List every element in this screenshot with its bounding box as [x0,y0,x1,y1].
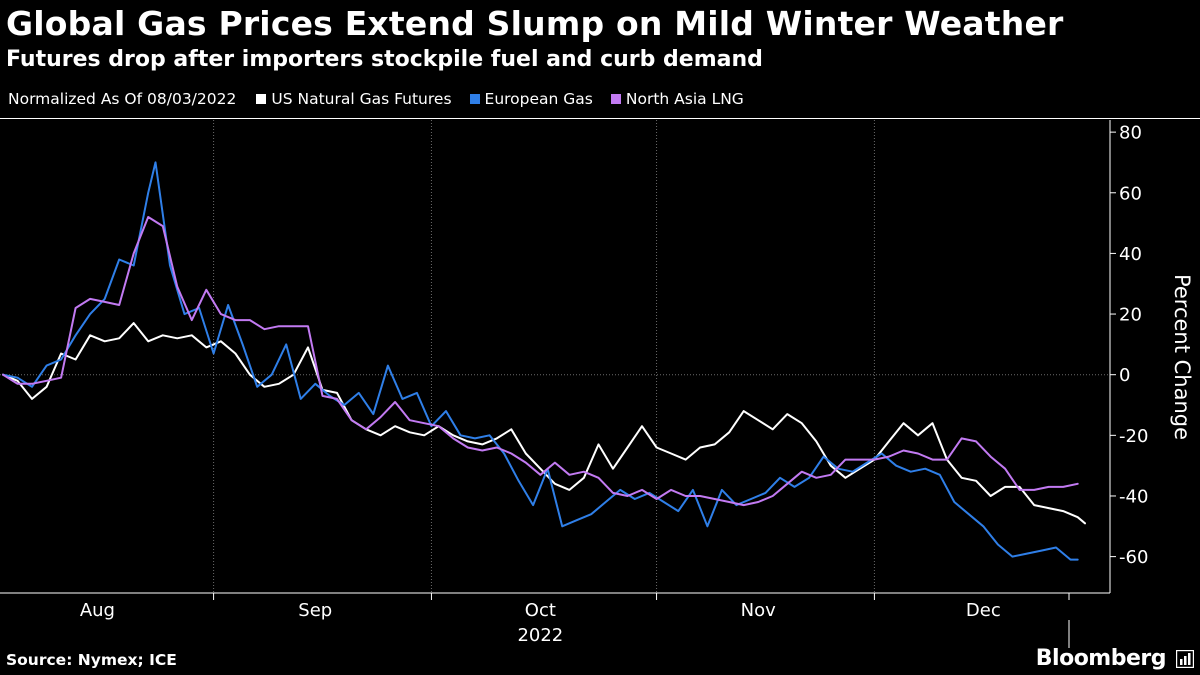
normalization-note: Normalized As Of 08/03/2022 [8,90,237,108]
y-axis-label: Percent Change [1170,274,1194,440]
x-tick-label-dec: Dec [966,600,1001,621]
header-divider [0,118,1200,119]
y-tick-label-3: 20 [1119,305,1142,326]
legend-label-north-asia-lng: North Asia LNG [625,90,744,108]
axis-layer: 80 60 40 20 0 -20 -40 -60 [0,120,1148,648]
y-tick-label-1: 60 [1119,183,1142,204]
series-line-european-gas [2,161,1079,561]
y-tick-label-0: 80 [1119,123,1142,144]
brand-logo: Bloomberg [1035,646,1167,671]
series-line-us-natural-gas-futures [2,322,1086,525]
y-tick-label-7: -60 [1119,547,1148,568]
y-tick-label-2: 40 [1119,244,1142,265]
chart-subtitle: Futures drop after importers stockpile f… [6,47,763,72]
legend-item-european-gas: European Gas [469,90,593,108]
bloomberg-terminal-icon [1176,650,1194,668]
legend-label-european-gas: European Gas [484,90,593,108]
y-tick-label-6: -40 [1119,486,1148,507]
legend-item-north-asia-lng: North Asia LNG [610,90,744,108]
x-tick-label-sep: Sep [298,600,332,621]
legend-swatch-north-asia-lng [610,94,621,104]
legend: Normalized As Of 08/03/2022 US Natural G… [8,90,762,108]
x-tick-label-oct: Oct [525,600,556,621]
series-line-north-asia-lng [2,216,1079,507]
label-layer: Aug Sep Oct Nov Dec 2022 Percent Change [80,274,1194,646]
source-note: Source: Nymex; ICE [6,651,177,669]
grid-layer [0,120,1110,593]
series-layer [2,161,1086,561]
x-tick-label-nov: Nov [741,600,776,621]
chart-title: Global Gas Prices Extend Slump on Mild W… [6,4,1064,43]
y-tick-label-5: -20 [1119,426,1148,447]
legend-label-us-gas: US Natural Gas Futures [271,90,452,108]
y-tick-label-4: 0 [1119,365,1130,386]
year-label: 2022 [517,625,563,646]
legend-item-us-gas: US Natural Gas Futures [256,90,452,108]
legend-swatch-european-gas [469,94,480,104]
x-tick-label-aug: Aug [80,600,115,621]
legend-swatch-us-gas [256,94,267,104]
